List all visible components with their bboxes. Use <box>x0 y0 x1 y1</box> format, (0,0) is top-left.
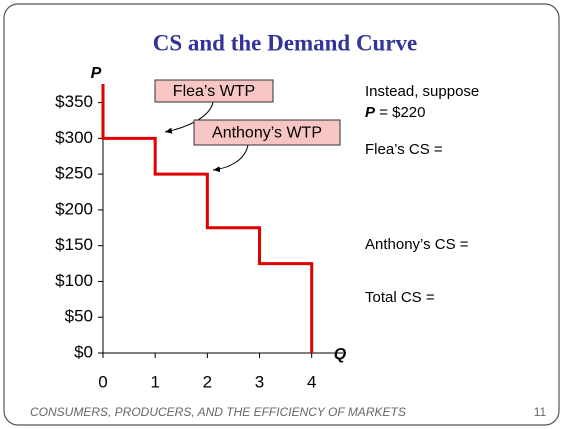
x-tick-label: 0 <box>98 372 107 391</box>
side-text: Anthony’s CS = <box>365 236 469 253</box>
title: CS and the Demand Curve <box>153 30 418 55</box>
callout-arrow <box>212 144 249 173</box>
side-text: P = $220 <box>365 104 425 121</box>
x-tick-label: 2 <box>203 372 212 391</box>
price-text: = $220 <box>379 104 425 121</box>
side-text: Total CS = <box>365 289 435 306</box>
footer: CONSUMERS, PRODUCERS, AND THE EFFICIENCY… <box>30 405 406 419</box>
x-tick-label: 3 <box>255 372 264 391</box>
y-axis-label: P <box>91 65 102 82</box>
y-tick-label: $200 <box>55 199 93 218</box>
callout-label: Anthony’s WTP <box>212 125 322 142</box>
y-tick-label: $300 <box>55 128 93 147</box>
price-var: P <box>365 104 376 121</box>
y-tick-label: $150 <box>55 235 93 254</box>
callout-box <box>154 79 274 103</box>
x-tick-label: 1 <box>150 372 159 391</box>
y-tick-label: $250 <box>55 164 93 183</box>
callout-label: Flea’s WTP <box>173 83 255 100</box>
x-tick-label: 4 <box>307 372 316 391</box>
y-tick-label: $350 <box>55 92 93 111</box>
y-tick-label: $50 <box>65 307 93 326</box>
callout-box <box>193 119 341 146</box>
x-axis-label: Q <box>334 346 347 363</box>
page-number: 11 <box>534 405 547 419</box>
y-tick-label: $0 <box>74 342 93 361</box>
side-text: Flea’s CS = <box>365 141 443 158</box>
slide-frame <box>3 3 560 426</box>
y-tick-label: $100 <box>55 271 93 290</box>
side-text: Instead, suppose <box>365 83 479 100</box>
